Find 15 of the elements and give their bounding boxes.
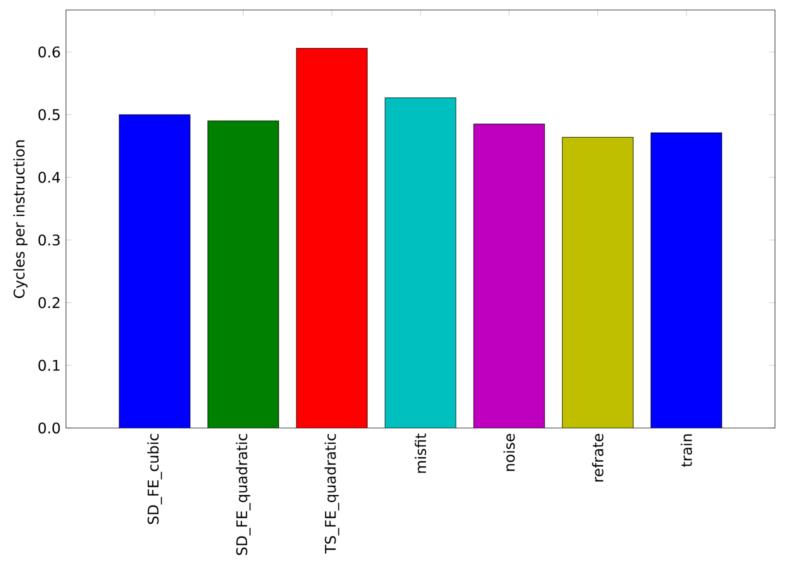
x-tick-label: misfit [414,434,426,473]
y-tick-label: 0.4 [38,172,60,183]
y-axis-title: Cycles per instruction [13,140,28,298]
y-tick-label: 0.0 [38,422,60,434]
y-tick-label: 0.5 [38,109,60,120]
y-tick-label: 0.6 [38,46,60,58]
x-tick-label: refrate [592,434,604,482]
x-tick-label: SD_FE_quadratic [236,434,251,555]
y-tick-label: 0.3 [38,234,60,246]
y-tick-label: 0.2 [38,297,60,308]
y-tick-label: 0.1 [38,360,60,371]
x-tick-label: noise [503,434,515,471]
x-tick-label: TS_FE_quadratic [324,434,340,554]
x-tick-label: train [680,434,692,467]
x-tick-label: SD_FE_cubic [147,434,162,524]
